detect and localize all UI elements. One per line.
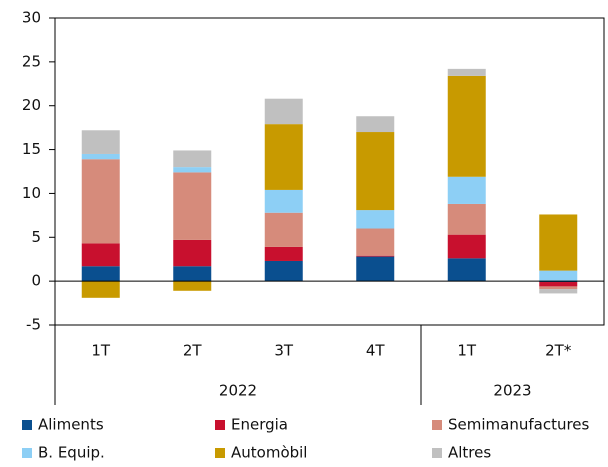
y-tick-label: 10 [22, 184, 41, 202]
bar-segment [173, 266, 212, 282]
y-tick-label: 20 [22, 96, 41, 114]
bar-segment [81, 153, 120, 160]
bar-segment [447, 258, 486, 282]
y-tick-label: 25 [22, 52, 41, 70]
bar-segment [264, 98, 303, 125]
bar-segment [539, 282, 578, 287]
bar-segment [264, 260, 303, 282]
bar-segment [81, 130, 120, 154]
bar-segment [539, 270, 578, 282]
group-label: 2023 [493, 382, 531, 400]
bar-segment [447, 203, 486, 235]
bar-segment [447, 75, 486, 177]
x-tick-label: 3T [274, 342, 294, 360]
y-tick-label: 30 [22, 9, 41, 27]
y-tick-label: 15 [22, 140, 41, 158]
bar-segment [447, 234, 486, 259]
x-tick-label: 1T [457, 342, 477, 360]
plot-frame [54, 17, 605, 326]
bar-segment [356, 116, 395, 133]
legend-label: Semimanufactures [448, 416, 590, 434]
legend-swatch [22, 448, 32, 458]
bar-segment [81, 266, 120, 282]
bar-segment [356, 210, 395, 229]
legend-swatch [215, 420, 225, 430]
bar-segment [356, 255, 395, 257]
legend-label: Automòbil [231, 444, 307, 462]
legend-swatch [432, 420, 442, 430]
bar-segment [539, 289, 578, 294]
bar-segment [173, 239, 212, 267]
bar-segment [81, 243, 120, 267]
x-tick-label: 2T* [545, 342, 572, 360]
bar-segment [81, 281, 120, 298]
y-tick-label: 5 [31, 228, 41, 246]
bar-segment [264, 212, 303, 247]
bar-segment [173, 167, 212, 173]
bar-segment [447, 68, 486, 76]
group-label: 2022 [219, 382, 257, 400]
legend-swatch [215, 448, 225, 458]
x-tick-label: 2T [183, 342, 203, 360]
bar-segment [173, 281, 212, 291]
legend-label: Energia [231, 416, 288, 434]
bar-segment [173, 172, 212, 240]
legend-label: B. Equip. [38, 444, 105, 462]
legend-label: Aliments [38, 416, 104, 434]
bar-segment [81, 159, 120, 244]
bar-segment [264, 246, 303, 261]
legend-swatch [432, 448, 442, 458]
y-tick-label: 0 [31, 272, 41, 290]
bar-segment [356, 132, 395, 211]
bar-segment [356, 256, 395, 282]
x-tick-label: 1T [91, 342, 111, 360]
legend-label: Altres [448, 444, 491, 462]
bar-segment [356, 228, 395, 256]
bar-segment [539, 286, 578, 290]
y-tick-label: -5 [26, 316, 41, 334]
bar-segment [264, 124, 303, 190]
legend-swatch [22, 420, 32, 430]
bar-segment [173, 150, 212, 168]
x-tick-label: 4T [366, 342, 386, 360]
bar-segment [264, 189, 303, 213]
bar-segment [447, 176, 486, 204]
bar-segment [539, 214, 578, 271]
